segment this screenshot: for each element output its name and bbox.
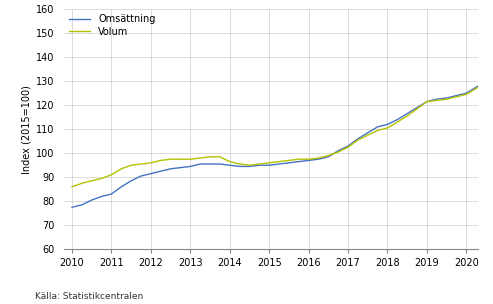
Omsättning	[256, 164, 262, 167]
Omsättning	[404, 112, 410, 116]
Volum	[473, 87, 479, 90]
Volum	[434, 98, 440, 102]
Volum	[404, 114, 410, 118]
Omsättning	[394, 118, 400, 121]
Omsättning	[365, 131, 371, 135]
Omsättning	[177, 166, 183, 169]
Omsättning	[217, 162, 223, 166]
Omsättning	[463, 91, 469, 95]
Y-axis label: Index (2015=100): Index (2015=100)	[22, 85, 32, 174]
Volum	[325, 154, 331, 157]
Volum	[414, 107, 420, 111]
Omsättning	[118, 185, 124, 189]
Omsättning	[187, 164, 193, 168]
Volum	[335, 150, 341, 154]
Omsättning	[99, 195, 105, 198]
Omsättning	[246, 164, 252, 168]
Omsättning	[197, 162, 203, 166]
Volum	[79, 181, 85, 185]
Omsättning	[483, 79, 489, 83]
Volum	[355, 138, 361, 142]
Omsättning	[325, 155, 331, 159]
Volum	[118, 167, 124, 171]
Omsättning	[306, 159, 312, 162]
Volum	[444, 97, 450, 101]
Omsättning	[385, 123, 390, 126]
Omsättning	[89, 198, 95, 202]
Volum	[463, 92, 469, 96]
Volum	[306, 157, 312, 161]
Volum	[99, 177, 105, 180]
Volum	[138, 162, 144, 166]
Volum	[177, 157, 183, 161]
Omsättning	[345, 144, 351, 148]
Line: Omsättning: Omsättning	[72, 69, 493, 207]
Omsättning	[168, 167, 174, 171]
Volum	[187, 157, 193, 161]
Volum	[365, 133, 371, 137]
Volum	[385, 126, 390, 130]
Omsättning	[138, 174, 144, 178]
Volum	[266, 161, 272, 165]
Volum	[89, 179, 95, 183]
Omsättning	[276, 162, 282, 166]
Volum	[197, 156, 203, 160]
Omsättning	[454, 94, 459, 97]
Volum	[108, 173, 114, 177]
Volum	[424, 100, 430, 103]
Omsättning	[335, 149, 341, 153]
Omsättning	[286, 161, 292, 165]
Omsättning	[316, 157, 321, 161]
Volum	[316, 156, 321, 160]
Omsättning	[434, 97, 440, 101]
Volum	[237, 162, 243, 166]
Volum	[296, 157, 302, 161]
Volum	[128, 164, 134, 167]
Volum	[207, 155, 213, 159]
Volum	[256, 162, 262, 166]
Omsättning	[227, 164, 233, 167]
Omsättning	[424, 100, 430, 103]
Volum	[217, 155, 223, 159]
Volum	[227, 160, 233, 164]
Volum	[286, 159, 292, 162]
Volum	[158, 159, 164, 162]
Omsättning	[444, 96, 450, 100]
Omsättning	[296, 160, 302, 164]
Line: Volum: Volum	[72, 76, 493, 187]
Omsättning	[148, 172, 154, 175]
Omsättning	[355, 137, 361, 141]
Omsättning	[158, 169, 164, 173]
Volum	[168, 157, 174, 161]
Text: Källa: Statistikcentralen: Källa: Statistikcentralen	[35, 292, 143, 301]
Volum	[454, 95, 459, 98]
Volum	[345, 145, 351, 149]
Volum	[148, 161, 154, 165]
Volum	[246, 164, 252, 167]
Omsättning	[375, 125, 381, 129]
Volum	[394, 120, 400, 124]
Volum	[69, 185, 75, 189]
Legend: Omsättning, Volum: Omsättning, Volum	[67, 12, 157, 39]
Omsättning	[414, 106, 420, 109]
Omsättning	[128, 179, 134, 183]
Omsättning	[69, 206, 75, 209]
Volum	[276, 160, 282, 164]
Omsättning	[266, 164, 272, 167]
Omsättning	[79, 203, 85, 207]
Omsättning	[473, 85, 479, 89]
Omsättning	[207, 162, 213, 166]
Volum	[375, 129, 381, 132]
Volum	[483, 81, 489, 84]
Omsättning	[237, 164, 243, 168]
Omsättning	[108, 192, 114, 196]
